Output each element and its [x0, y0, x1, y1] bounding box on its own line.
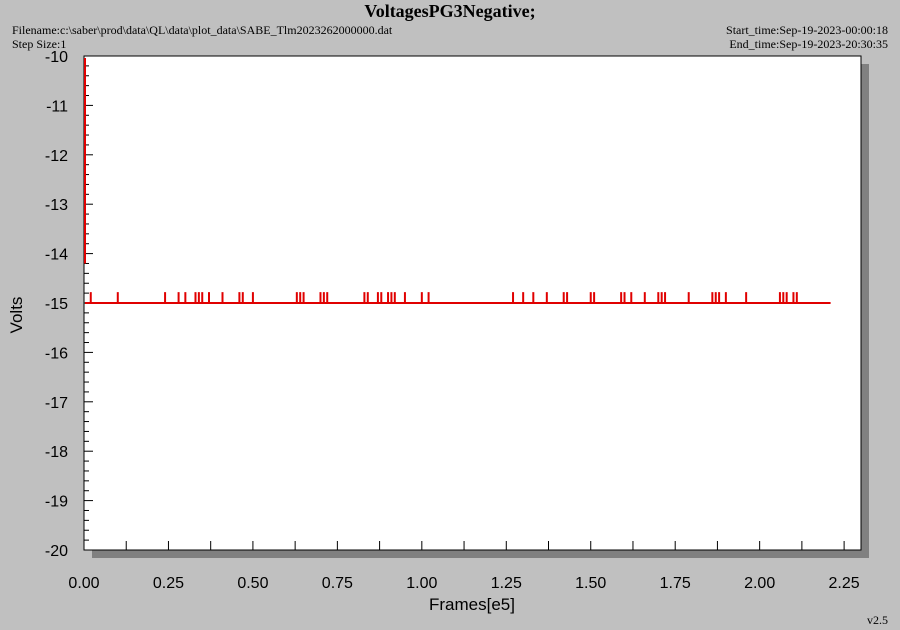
step-size-label: Step Size:1 — [12, 37, 67, 51]
y-tick-label: -12 — [45, 148, 68, 165]
file-info: Filename:c:\saber\prod\data\QL\data\plot… — [12, 23, 392, 51]
x-tick-label: 1.00 — [406, 575, 437, 592]
x-axis-label: Frames[e5] — [429, 595, 515, 614]
y-tick-label: -18 — [45, 444, 68, 461]
x-tick-label: 0.75 — [322, 575, 353, 592]
y-tick-label: -13 — [45, 197, 68, 214]
x-tick-label: 1.75 — [660, 575, 691, 592]
x-tick-label: 1.50 — [575, 575, 606, 592]
y-tick-label: -16 — [45, 345, 68, 362]
x-tick-label: 2.25 — [829, 575, 860, 592]
y-tick-label: -14 — [45, 247, 68, 264]
y-tick-label: -20 — [45, 543, 68, 560]
x-tick-label: 1.25 — [491, 575, 522, 592]
chart-title: VoltagesPG3Negative; — [364, 1, 536, 21]
x-tick-label: 0.50 — [237, 575, 268, 592]
x-tick-label: 0.00 — [68, 575, 99, 592]
y-tick-label: -17 — [45, 395, 68, 412]
y-tick-label: -11 — [46, 98, 68, 115]
y-tick-label: -19 — [45, 494, 68, 511]
x-tick-label: 0.25 — [153, 575, 184, 592]
x-tick-label: 2.00 — [744, 575, 775, 592]
x-ticks: 0.00 0.25 0.50 0.75 1.00 1.25 1.50 1.75 2.00 2.25 — [68, 541, 860, 592]
y-tick-label: -10 — [45, 49, 68, 66]
end-time-label: End_time:Sep-19-2023-20:30:35 — [729, 37, 888, 51]
y-ticks: -10 -11 -12 -13 -14 -15 -16 -17 -18 -19 -20 — [45, 49, 93, 560]
start-time-label: Start_time:Sep-19-2023-00:00:18 — [726, 23, 888, 37]
y-tick-label: -15 — [45, 296, 68, 313]
y-axis-label: Volts — [7, 297, 26, 334]
time-info: Start_time:Sep-19-2023-00:00:18 End_time… — [726, 23, 888, 51]
version-label: v2.5 — [867, 613, 888, 627]
series-voltage — [84, 58, 831, 304]
filename-label: Filename:c:\saber\prod\data\QL\data\plot… — [12, 23, 393, 37]
